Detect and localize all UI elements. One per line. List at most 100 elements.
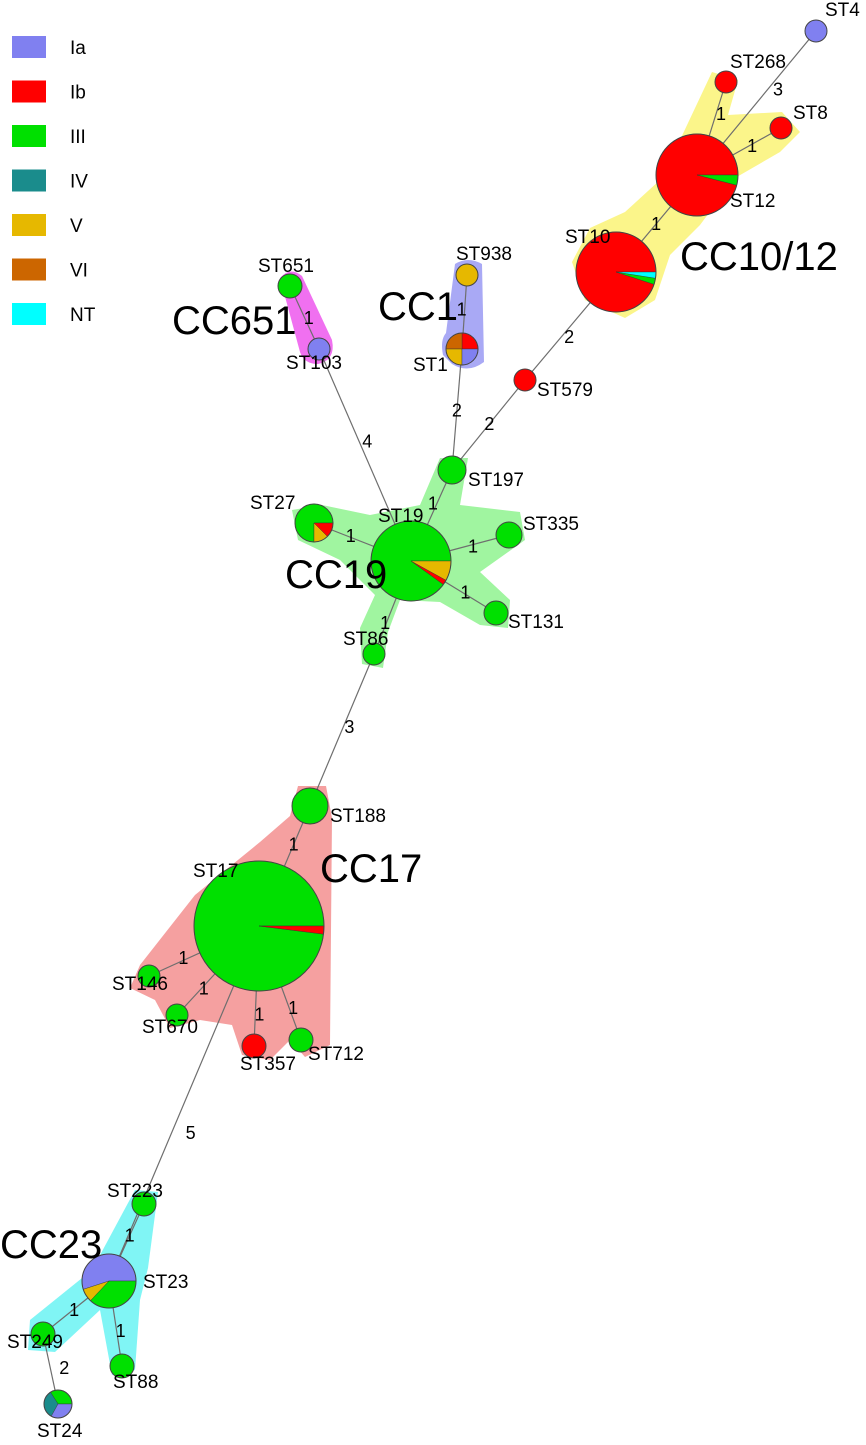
node-st19 — [370, 520, 452, 602]
node-st670-outline — [165, 1003, 189, 1027]
st-label-st24: ST24 — [37, 1421, 83, 1442]
node-st88 — [109, 1353, 135, 1379]
node-st12-outline — [655, 133, 739, 217]
node-st579-slice-Ib — [514, 369, 536, 391]
node-st938-outline — [455, 263, 479, 287]
node-st1 — [445, 332, 479, 366]
edge-label-st335-st19: 1 — [468, 537, 478, 557]
edge-label-st938-st1: 1 — [457, 300, 467, 320]
node-st188 — [291, 787, 329, 825]
edge-label-st357-st17: 1 — [254, 1004, 264, 1024]
node-st197-outline — [437, 455, 467, 485]
node-st19-outline — [370, 520, 452, 602]
legend-swatch-Ia — [12, 36, 46, 58]
st-label-st651: ST651 — [258, 256, 314, 277]
cc-label-cc23: CC23 — [0, 1223, 102, 1267]
edge-label-st86-st188: 3 — [344, 717, 354, 737]
legend-swatch-NT — [12, 303, 46, 325]
edge-label-st223-st23: 1 — [125, 1226, 135, 1246]
node-st24-outline — [43, 1389, 73, 1419]
st-label-st223: ST223 — [107, 1181, 163, 1202]
edge-label-st268-st12: 1 — [716, 104, 726, 124]
st-label-st4: ST4 — [825, 0, 860, 21]
node-st357-outline — [241, 1033, 267, 1059]
st-label-st88: ST88 — [113, 1372, 158, 1393]
edge-label-st88-st23: 1 — [116, 1321, 126, 1341]
node-st651 — [277, 273, 303, 299]
edge-label-st12-st10: 1 — [651, 214, 661, 234]
node-st86 — [362, 642, 386, 666]
node-st131 — [483, 600, 509, 626]
node-st4-slice-Ia — [805, 20, 827, 42]
st-label-st188: ST188 — [330, 806, 386, 827]
node-st268-outline — [714, 70, 738, 94]
node-st268-slice-Ib — [715, 71, 737, 93]
node-st88-slice-III — [110, 1354, 134, 1378]
edge-label-st146-st17: 1 — [178, 948, 188, 968]
cc-label-cc17: CC17 — [320, 847, 422, 891]
st-label-st335: ST335 — [523, 514, 579, 535]
node-st10-outline — [575, 231, 657, 313]
node-st4-outline — [804, 19, 828, 43]
node-st357-slice-Ib — [242, 1034, 266, 1058]
cc-label-cc10-12: CC10/12 — [680, 235, 838, 279]
node-st223 — [131, 1191, 157, 1217]
cc-label-cc1: CC1 — [378, 285, 458, 329]
node-st8-slice-Ib — [770, 117, 792, 139]
st-label-st938: ST938 — [456, 244, 512, 265]
node-st197-slice-III — [438, 456, 466, 484]
node-st131-outline — [483, 600, 509, 626]
node-st4 — [804, 19, 828, 43]
node-st335-outline — [495, 521, 523, 549]
st-label-st249: ST249 — [7, 1332, 63, 1353]
st-label-st10: ST10 — [565, 227, 610, 248]
cc-label-cc651: CC651 — [172, 299, 297, 343]
edge-label-st27-st19: 1 — [346, 526, 356, 546]
edge-st86-st188 — [309, 653, 375, 807]
cc-label-cc19: CC19 — [285, 553, 387, 597]
node-st17-outline — [193, 860, 325, 992]
node-st579-outline — [513, 368, 537, 392]
edge-label-st1-st197: 2 — [452, 400, 462, 420]
node-st146-slice-III — [138, 965, 160, 987]
node-st357 — [241, 1033, 267, 1059]
node-st12 — [655, 133, 739, 217]
edge-st1-st197 — [451, 348, 463, 471]
node-st103 — [307, 337, 331, 361]
node-st712-outline — [288, 1027, 314, 1053]
st-label-st8: ST8 — [793, 103, 828, 124]
legend-label-Ib: Ib — [70, 83, 86, 104]
st-label-st12: ST12 — [730, 191, 775, 212]
node-st335 — [495, 521, 523, 549]
legend-label-IV: IV — [70, 172, 88, 193]
node-st103-outline — [307, 337, 331, 361]
edge-label-st249-st23: 1 — [69, 1300, 79, 1320]
st-label-st357: ST357 — [240, 1054, 296, 1075]
node-st670-slice-III — [166, 1004, 188, 1026]
edge-label-st86-st19: 1 — [380, 613, 390, 633]
node-st712-slice-III — [289, 1028, 313, 1052]
node-st249-slice-III — [31, 1322, 55, 1346]
node-st335-slice-III — [496, 522, 522, 548]
node-st712 — [288, 1027, 314, 1053]
legend-swatch-III — [12, 125, 46, 147]
st-label-st131: ST131 — [508, 612, 564, 633]
node-st579 — [513, 368, 537, 392]
node-st23-outline — [81, 1253, 137, 1309]
edge-label-st188-st17: 1 — [289, 834, 299, 854]
node-st197 — [437, 455, 467, 485]
st-label-st86: ST86 — [343, 629, 388, 650]
node-st86-slice-III — [363, 643, 385, 665]
serotype-legend: Ia Ib III IV V VI NT — [12, 36, 96, 326]
node-st249 — [30, 1321, 56, 1347]
node-st268 — [714, 70, 738, 94]
node-st938 — [455, 263, 479, 287]
edge-label-st8-st12: 1 — [747, 136, 757, 156]
node-st249-outline — [30, 1321, 56, 1347]
edge-label-st10-st579: 2 — [564, 327, 574, 347]
node-st27 — [294, 503, 334, 543]
node-st223-slice-III — [132, 1192, 156, 1216]
legend-swatch-V — [12, 214, 46, 236]
cc-labels-layer: CC10/12 CC1 CC651 CC19 CC17 CC23 — [0, 235, 838, 1267]
